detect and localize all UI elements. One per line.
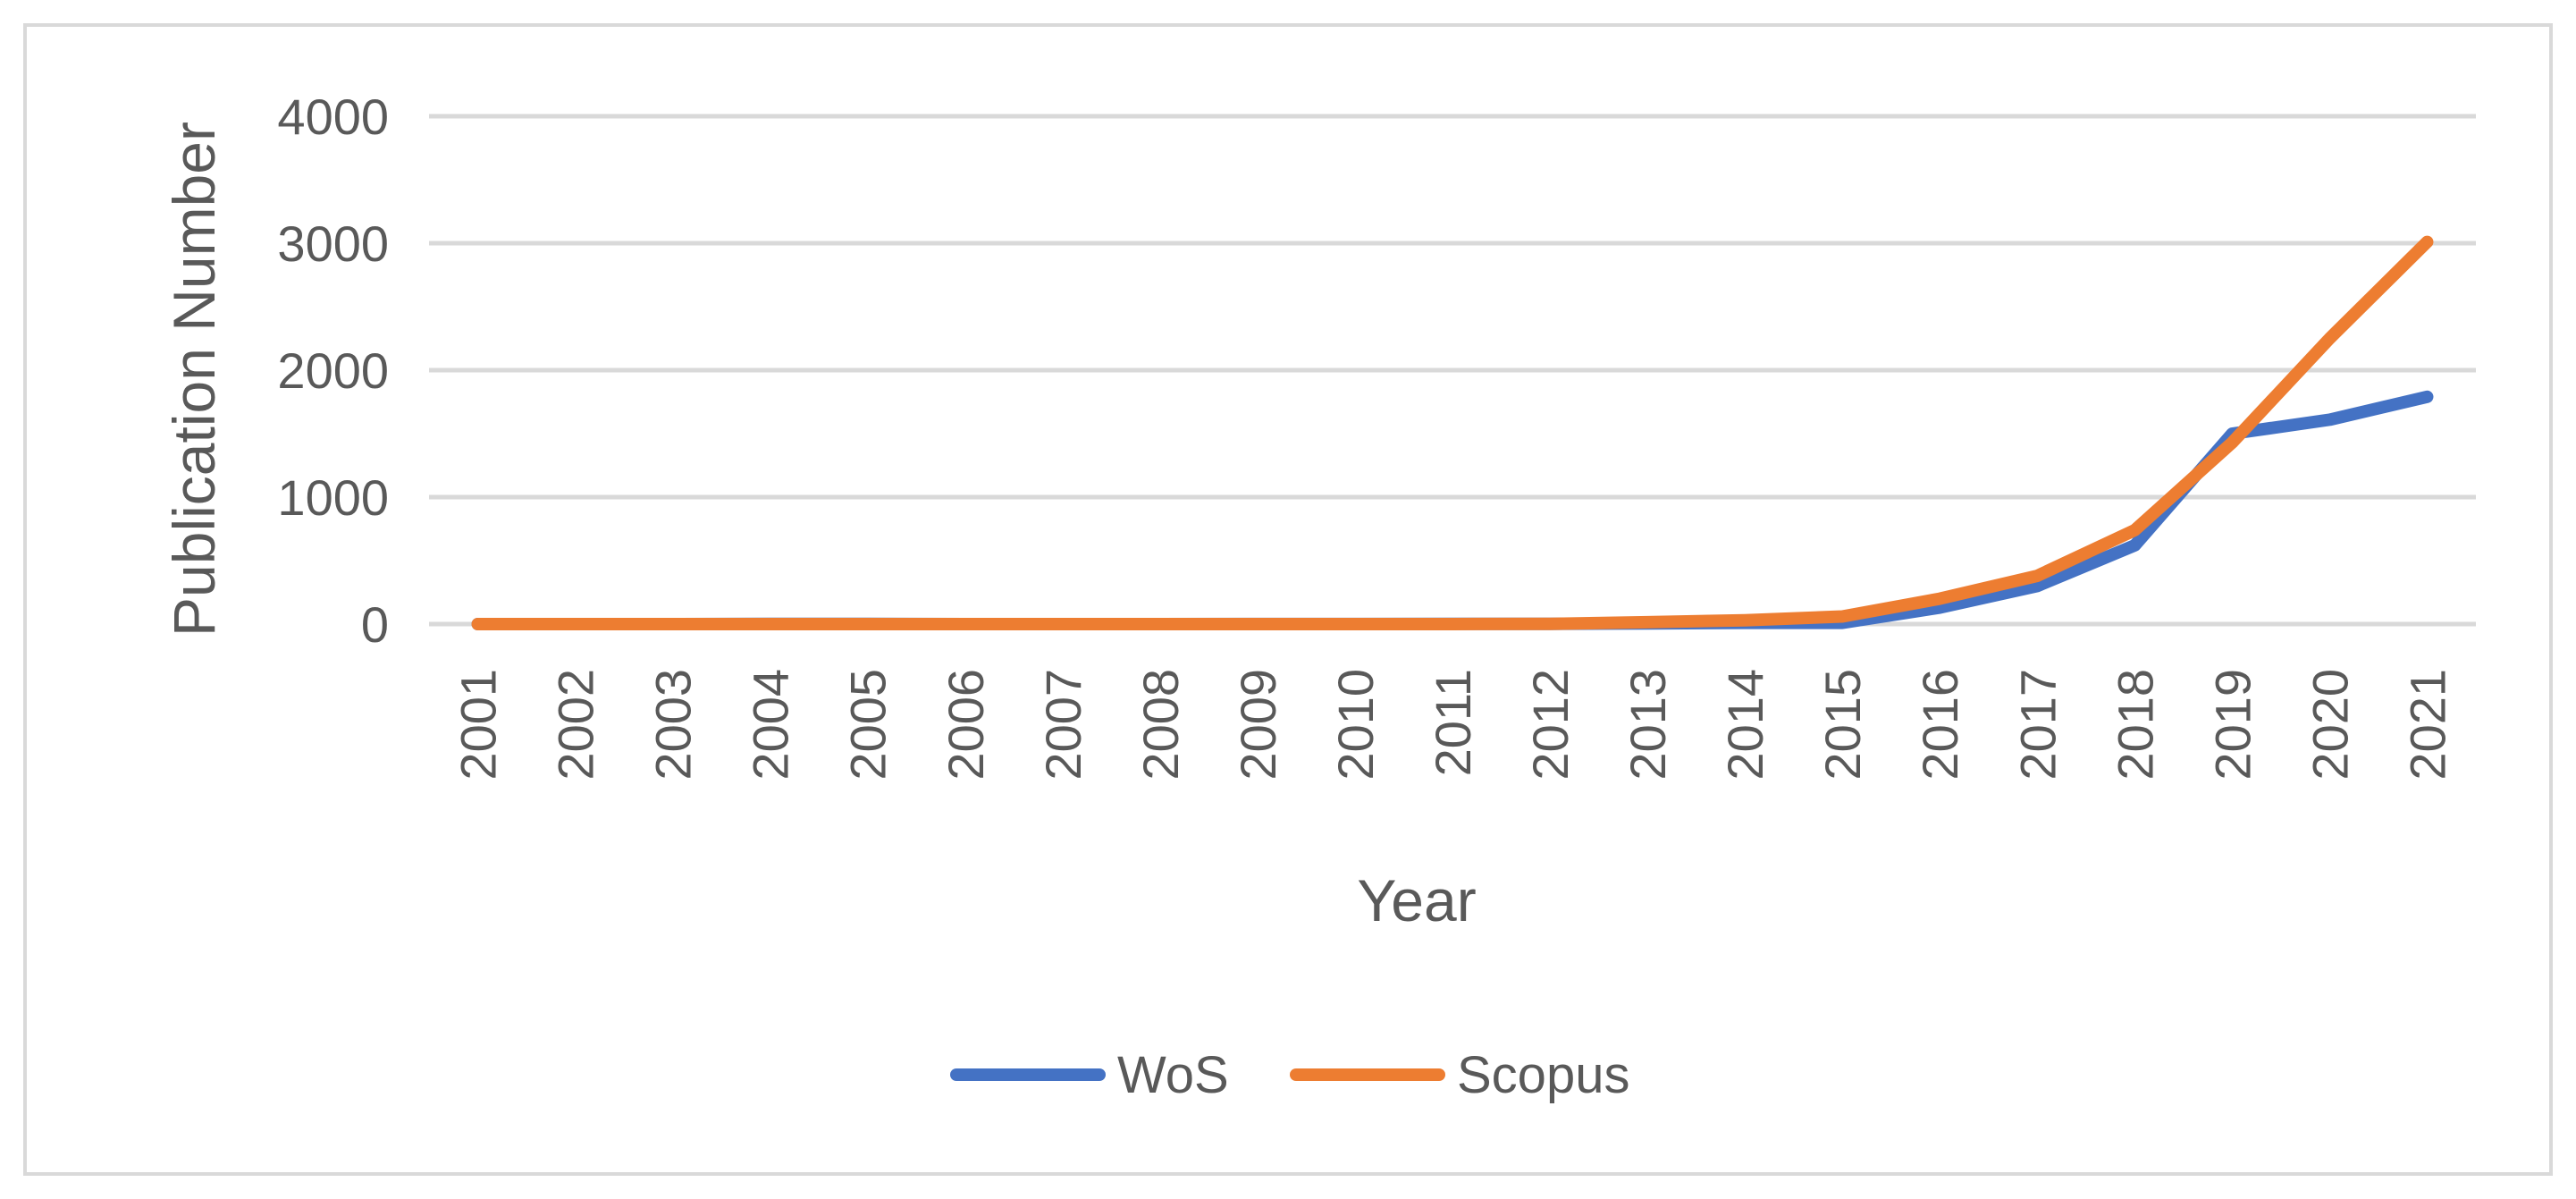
y-tick-label: 3000: [277, 215, 389, 272]
x-tick-label: 2014: [1717, 669, 1773, 781]
x-axis-ticks: 2001 2002 2003 2004 2005 2006 2007 2008 2009 2010…: [450, 669, 2456, 781]
legend-label-scopus: Scopus: [1457, 1046, 1629, 1104]
x-tick-label: 2021: [2399, 669, 2455, 781]
x-tick-label: 2019: [2204, 669, 2260, 781]
series-line-scopus: [471, 235, 2434, 630]
legend-label-wos: WoS: [1117, 1046, 1229, 1104]
x-tick-label: 2016: [1912, 669, 1968, 781]
y-tick-label: 0: [361, 596, 389, 653]
x-tick-label: 2007: [1035, 669, 1091, 781]
y-tick-label: 4000: [277, 89, 389, 145]
x-tick-label: 2015: [1814, 669, 1871, 781]
x-axis-title: Year: [1357, 867, 1476, 933]
x-tick-label: 2010: [1327, 669, 1384, 781]
y-tick-label: 1000: [277, 469, 389, 526]
x-tick-label: 2012: [1522, 669, 1578, 781]
x-tick-label: 2018: [2107, 669, 2163, 781]
gridlines: [429, 114, 2476, 627]
x-tick-label: 2013: [1620, 669, 1676, 781]
x-tick-label: 2001: [450, 669, 507, 781]
y-axis-title: Publication Number: [161, 122, 227, 637]
x-tick-label: 2020: [2302, 669, 2358, 781]
x-tick-label: 2002: [548, 669, 604, 781]
series-line-wos: [471, 390, 2434, 630]
x-tick-label: 2006: [938, 669, 994, 781]
x-tick-label: 2017: [2009, 669, 2066, 781]
x-tick-label: 2009: [1230, 669, 1286, 781]
x-tick-label: 2005: [840, 669, 897, 781]
chart-frame: 0 1000 2000 3000 4000 2001 2002 2003 2004 2005 20…: [23, 23, 2553, 1176]
x-tick-label: 2008: [1132, 669, 1189, 781]
y-tick-label: 2000: [277, 342, 389, 399]
y-axis-ticks: 0 1000 2000 3000 4000: [277, 89, 389, 653]
legend: WoS Scopus: [950, 1046, 1629, 1104]
x-tick-label: 2003: [645, 669, 702, 781]
x-tick-label: 2011: [1425, 669, 1481, 776]
x-tick-label: 2004: [743, 669, 799, 781]
series-lines: [471, 235, 2434, 630]
